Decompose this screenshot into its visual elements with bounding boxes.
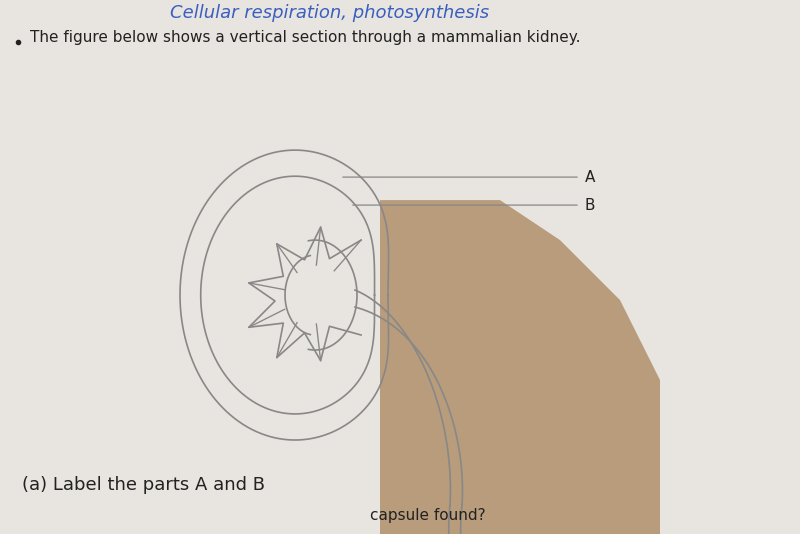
Polygon shape (380, 200, 660, 534)
Text: capsule found?: capsule found? (370, 508, 486, 523)
Text: (a) Label the parts A and B: (a) Label the parts A and B (22, 476, 265, 494)
Text: The figure below shows a vertical section through a mammalian kidney.: The figure below shows a vertical sectio… (30, 30, 581, 45)
Text: B: B (585, 198, 595, 213)
Text: A: A (585, 170, 595, 185)
Text: Cellular respiration, photosynthesis: Cellular respiration, photosynthesis (170, 4, 489, 22)
